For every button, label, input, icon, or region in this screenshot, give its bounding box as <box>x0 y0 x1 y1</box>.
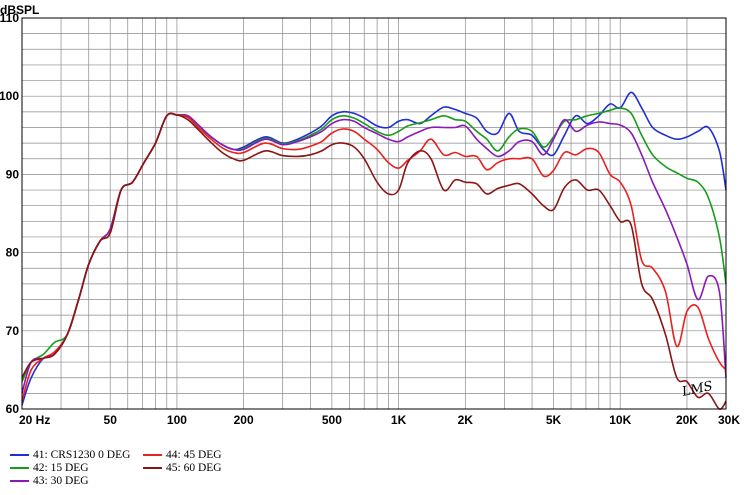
legend-label: 44: 45 DEG <box>166 448 222 461</box>
legend-item-0: 41: CRS1230 0 DEG <box>10 448 130 461</box>
y-tick-label: 80 <box>6 246 20 260</box>
y-tick-label: 100 <box>0 89 19 103</box>
lms-logo: LMS <box>680 379 714 400</box>
legend-item-2: 43: 30 DEG <box>10 474 89 487</box>
plot-frame <box>21 17 727 410</box>
legend-item-3: 44: 45 DEG <box>143 448 222 461</box>
lms-watermark: LMS <box>680 379 714 400</box>
x-tick-labels: 20 Hz 50 100 200 500 1K 2K 5K 10K 20K 30K <box>19 413 740 427</box>
legend: 41: CRS1230 0 DEG 42: 15 DEG 43: 30 DEG … <box>0 446 746 492</box>
grid <box>22 18 726 409</box>
y-tick-label: 90 <box>6 167 20 181</box>
legend-item-4: 45: 60 DEG <box>143 461 222 474</box>
x-tick-label: 20 Hz <box>19 413 50 427</box>
legend-swatch <box>10 466 29 469</box>
y-tick-label: 60 <box>6 402 20 416</box>
x-tick-label: 500 <box>322 413 342 427</box>
x-tick-label: 50 <box>104 413 118 427</box>
legend-label: 43: 30 DEG <box>33 474 89 487</box>
y-axis-label: dBSPL <box>0 3 39 17</box>
y-tick-label: 70 <box>6 324 20 338</box>
legend-swatch <box>143 453 162 456</box>
legend-label: 45: 60 DEG <box>166 461 222 474</box>
legend-swatch <box>10 479 29 482</box>
series-lines <box>21 91 727 410</box>
legend-label: 41: CRS1230 0 DEG <box>33 448 131 461</box>
y-tick-labels: 110 100 90 80 70 60 <box>0 11 19 416</box>
x-tick-label: 30K <box>718 413 740 427</box>
x-tick-label: 20K <box>676 413 698 427</box>
x-tick-label: 200 <box>234 413 254 427</box>
legend-swatch <box>10 453 29 456</box>
x-tick-label: 10K <box>609 413 631 427</box>
series-line-4 <box>21 112 727 410</box>
x-tick-label: 1K <box>391 413 407 427</box>
legend-item-1: 42: 15 DEG <box>10 461 89 474</box>
x-tick-label: 2K <box>458 413 474 427</box>
y-tick-label: 110 <box>0 11 19 25</box>
x-tick-label: 5K <box>546 413 562 427</box>
legend-label: 42: 15 DEG <box>33 461 89 474</box>
legend-swatch <box>143 466 162 469</box>
x-tick-label: 100 <box>167 413 187 427</box>
